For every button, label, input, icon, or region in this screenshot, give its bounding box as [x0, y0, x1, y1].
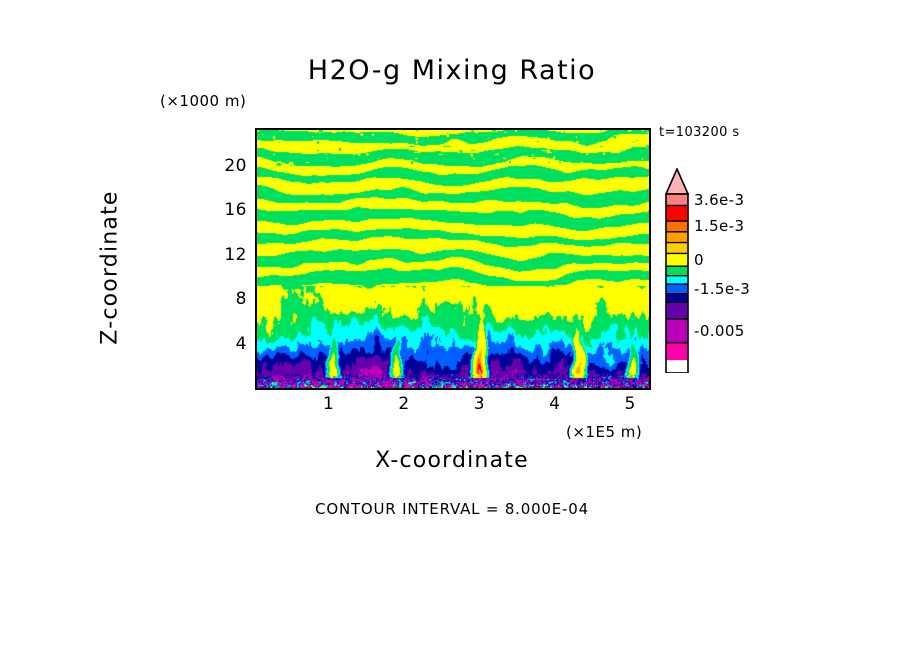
- y-units-label: (×1000 m): [160, 92, 247, 110]
- colorbar-band: [666, 342, 688, 361]
- colorbar-band: [666, 205, 688, 222]
- x-tick-label: 1: [322, 394, 335, 414]
- page-title: H2O-g Mixing Ratio: [307, 55, 597, 86]
- contour-field-canvas: [257, 130, 649, 388]
- colorbar-band: [666, 253, 688, 267]
- x-units-label: (×1E5 m): [566, 423, 643, 441]
- colorbar-tick-label: 3.6e-3: [694, 190, 745, 209]
- x-tick-label: 3: [473, 394, 486, 414]
- colorbar-band: [666, 319, 688, 344]
- colorbar-tick-label: -0.005: [694, 321, 745, 340]
- timestamp-label: t=103200 s: [659, 125, 740, 140]
- y-tick-label: 20: [224, 155, 247, 176]
- colorbar-band: [666, 242, 688, 255]
- colorbar-arrow-top: [664, 168, 690, 195]
- y-axis-tick-labels: 4 8 12 16 20: [203, 0, 247, 654]
- y-tick-label: 16: [224, 200, 247, 221]
- x-axis-tick-labels: 1 2 3 4 5: [0, 396, 904, 420]
- x-axis-title: X-coordinate: [375, 448, 529, 473]
- colorbar-tick-label: 1.5e-3: [694, 217, 745, 236]
- colorbar-tick-label: -1.5e-3: [694, 279, 751, 298]
- x-tick-label: 2: [398, 394, 410, 414]
- y-axis-title: Z-coordinate: [97, 190, 123, 345]
- colorbar-band: [666, 194, 688, 207]
- y-tick-label: 12: [224, 244, 247, 265]
- colorbar-band: [666, 284, 688, 295]
- colorbar-tick-label: 0: [694, 250, 704, 269]
- colorbar-band: [666, 302, 688, 320]
- colorbar-band: [666, 266, 688, 277]
- y-tick-label: 4: [235, 333, 247, 354]
- y-tick-label: 8: [235, 289, 247, 310]
- colorbar-band: [666, 231, 688, 244]
- contour-plot-frame[interactable]: [255, 128, 651, 390]
- colorbar-band: [666, 220, 688, 233]
- colorbar-band: [666, 293, 688, 304]
- colorbar-swatches: [664, 168, 690, 373]
- colorbar[interactable]: [664, 168, 690, 373]
- x-tick-label: 5: [624, 394, 636, 414]
- contour-interval-note: CONTOUR INTERVAL = 8.000E-04: [315, 500, 589, 518]
- colorbar-band: [666, 275, 688, 286]
- x-tick-label: 4: [549, 394, 561, 414]
- colorbar-tick-labels: 3.6e-3 1.5e-3 0 -1.5e-3 -0.005: [694, 168, 834, 378]
